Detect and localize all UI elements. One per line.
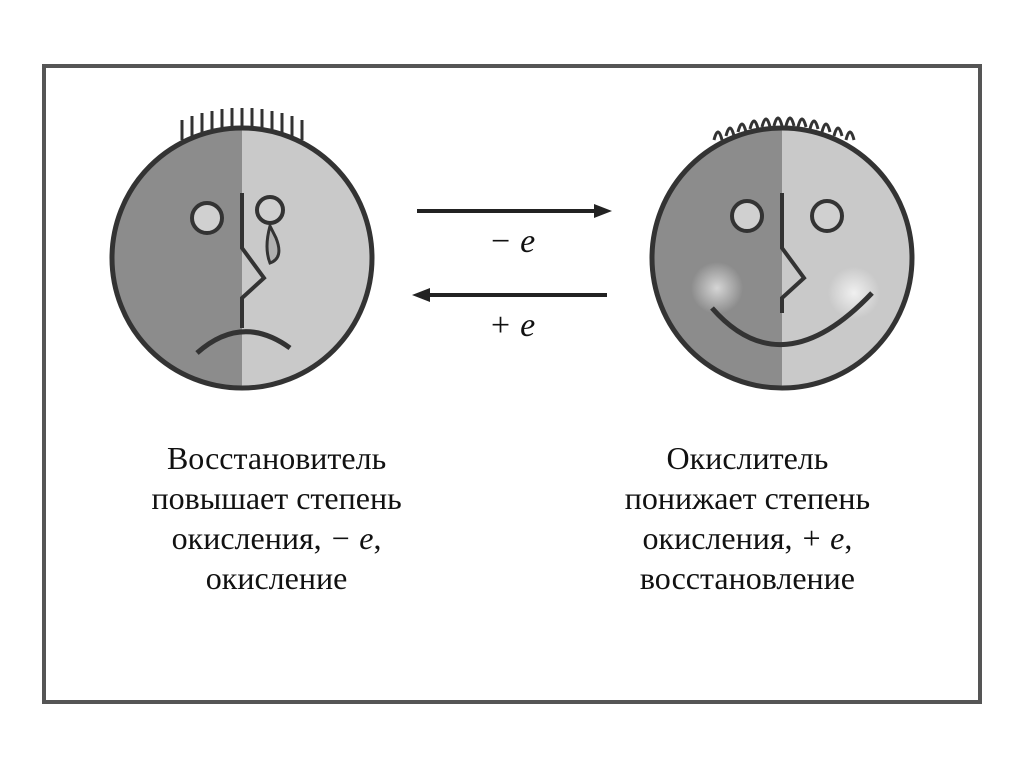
left-line3-em: − e bbox=[330, 520, 374, 556]
right-line3b: , bbox=[844, 520, 852, 556]
happy-face-wrap bbox=[617, 98, 948, 408]
left-line1: Восстановитель bbox=[167, 440, 386, 476]
right-line3-em: + e bbox=[801, 520, 845, 556]
happy-face-icon bbox=[632, 98, 932, 408]
faces-row: − e + e bbox=[76, 98, 948, 408]
left-line3b: , bbox=[373, 520, 381, 556]
right-line4: восстановление bbox=[640, 560, 855, 596]
captions-row: Восстановитель повышает степень окислени… bbox=[76, 438, 948, 598]
left-line2: повышает степень bbox=[151, 480, 401, 516]
arrow-right-block: − e bbox=[412, 201, 612, 261]
right-line3a: окисления, bbox=[643, 520, 801, 556]
arrow-left-block: + e bbox=[412, 285, 612, 345]
arrow-left-label: + e bbox=[489, 307, 536, 345]
right-line2: понижает степень bbox=[625, 480, 870, 516]
diagram-frame: − e + e bbox=[42, 64, 982, 704]
arrow-right-label: − e bbox=[489, 223, 536, 261]
sad-face-icon bbox=[92, 98, 392, 408]
left-caption: Восстановитель повышает степень окислени… bbox=[76, 438, 477, 598]
arrow-left-icon bbox=[412, 285, 612, 305]
sad-face-wrap bbox=[76, 98, 407, 408]
arrow-right-icon bbox=[412, 201, 612, 221]
right-caption: Окислитель понижает степень окисления, +… bbox=[547, 438, 948, 598]
left-line3a: окисления, bbox=[172, 520, 330, 556]
right-line1: Окислитель bbox=[667, 440, 829, 476]
arrows-block: − e + e bbox=[407, 161, 616, 345]
left-line4: окисление bbox=[206, 560, 348, 596]
